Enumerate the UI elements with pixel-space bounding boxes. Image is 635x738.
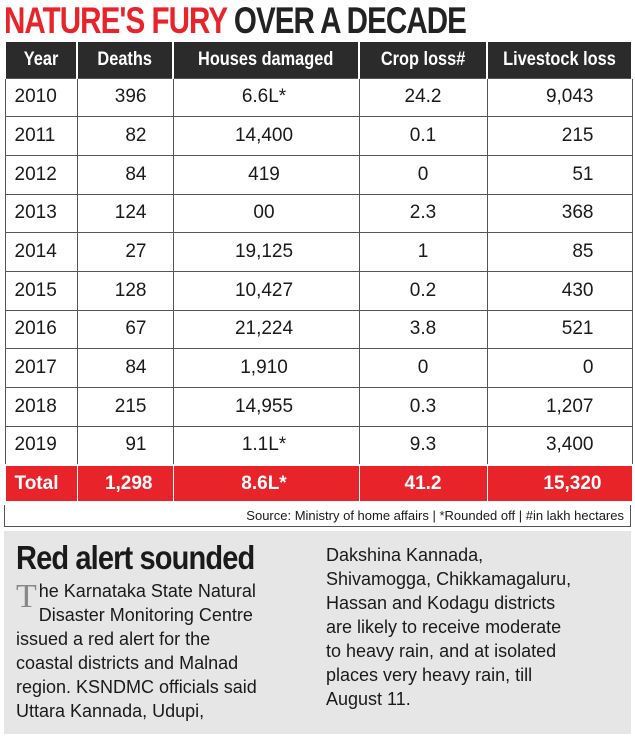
cell-year: 2014: [4, 232, 78, 272]
cell-year: 2013: [4, 193, 78, 234]
total-houses: 8.6L*: [172, 463, 360, 503]
cell-deaths: 67: [76, 309, 174, 350]
cell-livestock: 9,043: [486, 77, 633, 118]
table-row: 2016 67 21,224 3.8 521: [4, 309, 633, 350]
source-note: Source: Ministry of home affairs | *Roun…: [4, 505, 631, 527]
cell-livestock: 368: [486, 193, 633, 234]
story-box: Red alert sounded T he Karnataka State N…: [4, 531, 631, 734]
story-line: are likely to receive moderate: [326, 617, 562, 637]
total-crop: 41.2: [358, 463, 488, 503]
cell-livestock: 430: [486, 270, 633, 311]
cell-crop: 2.3: [358, 193, 488, 234]
headline-dark-part: OVER A DECADE: [233, 0, 467, 41]
cell-crop: 0: [358, 154, 488, 195]
cell-houses: 10,427: [172, 270, 360, 311]
cell-year: 2010: [4, 77, 78, 118]
story-column-right: Dakshina Kannada, Shivamogga, Chikkamaga…: [326, 543, 626, 711]
story-line: Shivamogga, Chikkamagaluru,: [326, 569, 572, 589]
cell-livestock: 85: [486, 232, 633, 272]
story-line: issued a red alert for the: [16, 629, 211, 649]
cell-deaths: 396: [76, 77, 174, 118]
table-row: 2017 84 1,910 0 0: [4, 348, 633, 388]
table-header-row: Year Deaths Houses damaged Crop loss# Li…: [4, 42, 633, 78]
cell-houses: 19,125: [172, 232, 360, 272]
table-row: 2011 82 14,400 0.1 215: [4, 116, 633, 156]
cell-livestock: 3,400: [486, 425, 633, 466]
header-crop-loss: Crop loss#: [358, 42, 488, 78]
cell-deaths: 128: [76, 270, 174, 311]
cell-crop: 0.1: [358, 116, 488, 156]
cell-crop: 1: [358, 232, 488, 272]
header-livestock-loss: Livestock loss: [486, 42, 633, 78]
story-line: places very heavy rain, till: [326, 665, 533, 685]
cell-deaths: 124: [76, 193, 174, 234]
story-line: Uttara Kannada, Udupi,: [16, 701, 205, 721]
cell-houses: 1.1L*: [172, 425, 360, 466]
cell-livestock: 0: [486, 348, 633, 388]
cell-crop: 0.2: [358, 270, 488, 311]
table-row: 2012 84 419 0 51: [4, 154, 633, 195]
cell-livestock: 51: [486, 154, 633, 195]
table-row: 2019 91 1.1L* 9.3 3,400: [4, 425, 633, 466]
story-title: Red alert sounded: [16, 539, 255, 576]
cell-year: 2018: [4, 387, 78, 427]
cell-year: 2012: [4, 154, 78, 195]
header-houses-damaged: Houses damaged: [172, 42, 360, 78]
cell-houses: 1,910: [172, 348, 360, 388]
cell-houses: 14,955: [172, 387, 360, 427]
cell-year: 2019: [4, 425, 78, 466]
story-line: August 11.: [326, 689, 411, 709]
total-livestock: 15,320: [486, 463, 633, 503]
cell-livestock: 521: [486, 309, 633, 350]
cell-deaths: 82: [76, 116, 174, 156]
cell-crop: 3.8: [358, 309, 488, 350]
headline: NATURE'S FURY OVER A DECADE: [4, 0, 506, 42]
cell-houses: 419: [172, 154, 360, 195]
cell-deaths: 27: [76, 232, 174, 272]
table-row: 2014 27 19,125 1 85: [4, 232, 633, 272]
cell-year: 2011: [4, 116, 78, 156]
disaster-data-table: Year Deaths Houses damaged Crop loss# Li…: [4, 42, 633, 503]
cell-deaths: 91: [76, 425, 174, 466]
cell-year: 2015: [4, 270, 78, 311]
story-line: Dakshina Kannada,: [326, 545, 484, 565]
cell-crop: 0.3: [358, 387, 488, 427]
dropcap: T: [16, 578, 37, 615]
table-row: 2010 396 6.6L* 24.2 9,043: [4, 77, 633, 118]
table-total-row: Total 1,298 8.6L* 41.2 15,320: [4, 463, 633, 503]
cell-livestock: 1,207: [486, 387, 633, 427]
cell-livestock: 215: [486, 116, 633, 156]
cell-houses: 14,400: [172, 116, 360, 156]
cell-crop: 24.2: [358, 77, 488, 118]
cell-year: 2016: [4, 309, 78, 350]
cell-crop: 9.3: [358, 425, 488, 466]
header-deaths: Deaths: [76, 42, 174, 78]
story-line: Hassan and Kodagu districts: [326, 593, 556, 613]
story-line: he Karnataka State Natural: [38, 581, 256, 601]
cell-deaths: 84: [76, 348, 174, 388]
total-label: Total: [4, 463, 78, 503]
header-year: Year: [4, 42, 78, 78]
total-deaths: 1,298: [76, 463, 174, 503]
cell-crop: 0: [358, 348, 488, 388]
story-line: Disaster Monitoring Centre: [38, 605, 253, 625]
cell-houses: 21,224: [172, 309, 360, 350]
data-table-container: Year Deaths Houses damaged Crop loss# Li…: [4, 42, 633, 503]
table-row: 2015 128 10,427 0.2 430: [4, 270, 633, 311]
headline-red-part: NATURE'S FURY: [4, 0, 228, 41]
story-column-left: T he Karnataka State Natural Disaster Mo…: [16, 579, 314, 723]
cell-houses: 00: [172, 193, 360, 234]
story-line: region. KSNDMC officials said: [16, 677, 257, 697]
story-line: to heavy rain, and at isolated: [326, 641, 557, 661]
story-line: coastal districts and Malnad: [16, 653, 239, 673]
cell-year: 2017: [4, 348, 78, 388]
cell-deaths: 84: [76, 154, 174, 195]
cell-deaths: 215: [76, 387, 174, 427]
cell-houses: 6.6L*: [172, 77, 360, 118]
table-row: 2018 215 14,955 0.3 1,207: [4, 387, 633, 427]
table-row: 2013 124 00 2.3 368: [4, 193, 633, 234]
